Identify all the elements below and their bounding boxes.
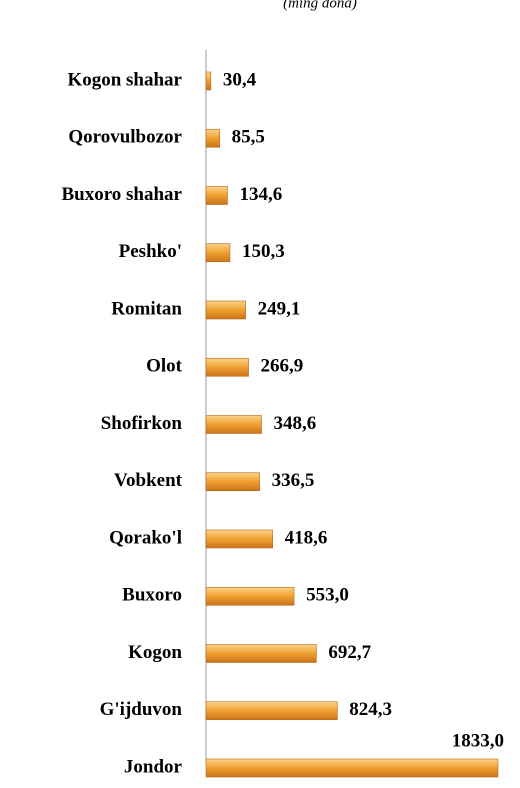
bar [206, 358, 249, 376]
value-label: 266,9 [261, 356, 304, 377]
value-label: 150,3 [242, 241, 285, 262]
value-label: 553,0 [306, 585, 349, 606]
category-label: Olot [146, 356, 183, 377]
category-label: Romitan [111, 298, 182, 319]
value-label: 249,1 [258, 298, 301, 319]
category-label: Buxoro shahar [61, 184, 182, 205]
bar [206, 129, 220, 147]
bar [206, 301, 246, 319]
category-label: Jondor [124, 756, 183, 777]
value-label: 336,5 [272, 470, 315, 491]
bar [206, 416, 262, 434]
value-label: 348,6 [274, 413, 317, 434]
bar [206, 530, 273, 548]
category-label: Vobkent [114, 470, 183, 491]
bar [206, 702, 337, 720]
bar [206, 72, 211, 90]
value-label: 1833,0 [452, 730, 504, 751]
category-label: Buxoro [122, 585, 182, 606]
value-label: 418,6 [285, 527, 328, 548]
value-label: 85,5 [232, 127, 265, 148]
bar [206, 187, 227, 205]
chart: (ming dona) Kogon shahar 30,4 Qorovulbozor… [0, 0, 520, 788]
value-label: 30,4 [223, 69, 257, 90]
category-label: Qorako'l [109, 527, 182, 548]
bar [206, 587, 294, 605]
bar [206, 244, 230, 262]
category-label: Qorovulbozor [68, 127, 182, 148]
category-label: Peshko' [119, 241, 182, 262]
value-label: 134,6 [239, 184, 282, 205]
bar [206, 473, 260, 491]
value-label: 824,3 [349, 699, 392, 720]
bar [206, 759, 498, 777]
category-label: Kogon [128, 642, 182, 663]
bar [206, 645, 316, 663]
chart-subtitle: (ming dona) [283, 0, 357, 11]
category-label: Kogon shahar [67, 69, 182, 90]
value-label: 692,7 [328, 642, 371, 663]
category-label: Shofirkon [101, 413, 183, 434]
category-label: G'ijduvon [100, 699, 183, 720]
